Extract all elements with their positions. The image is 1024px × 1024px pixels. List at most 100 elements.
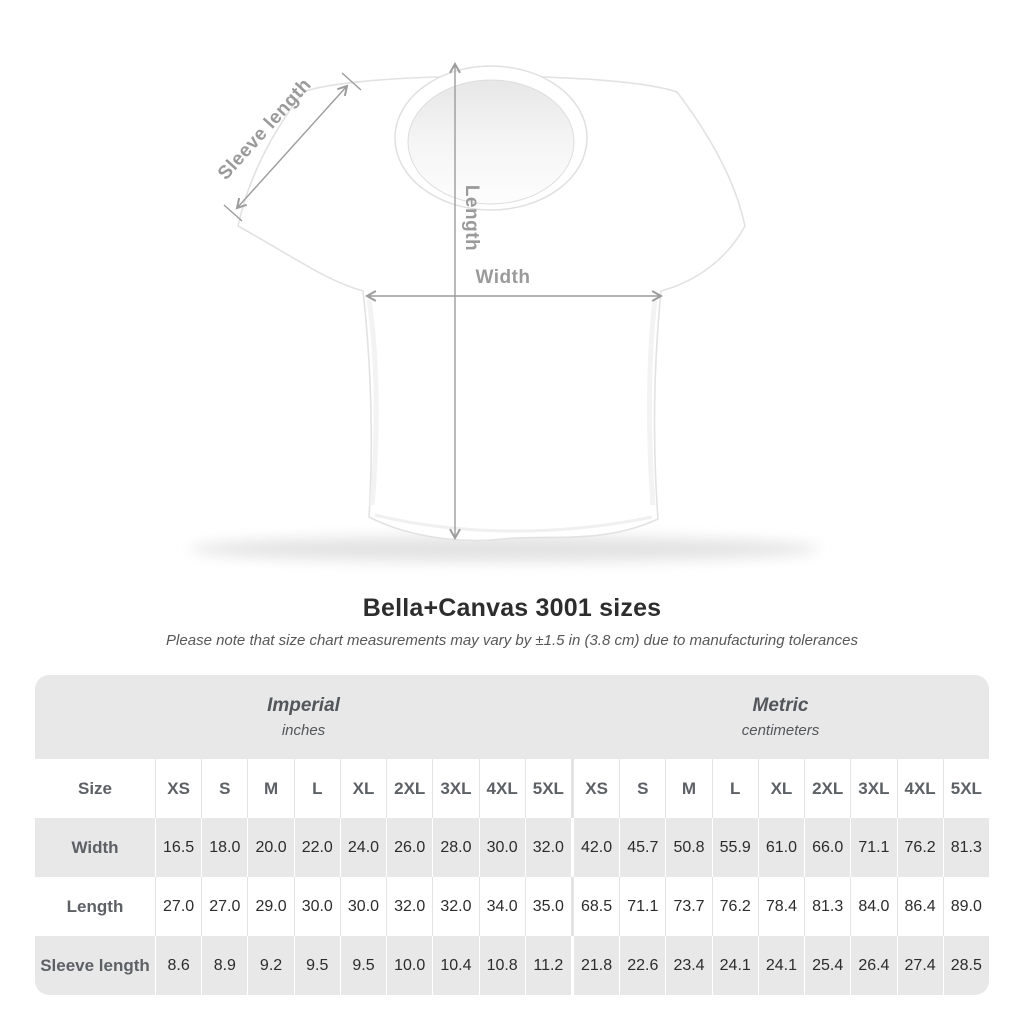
size-col-metric-m: M [665,759,711,818]
imperial-sublabel: inches [281,722,326,739]
value-sleeve-length-imperial-2xl: 10.0 [386,936,432,995]
size-col-imperial-l: L [293,759,340,818]
value-width-imperial-4xl: 30.0 [478,818,525,877]
size-col-metric-5xl: 5XL [942,759,989,818]
value-width-metric-s: 45.7 [619,818,665,877]
size-col-metric-xl: XL [757,759,804,818]
size-col-metric-s: S [619,759,665,818]
size-col-imperial-xl: XL [339,759,386,818]
value-length-metric-2xl: 81.3 [804,877,850,936]
sleeve-length-tick-top [341,72,362,91]
value-sleeve-length-metric-4xl: 27.4 [896,936,943,995]
imperial-label: Imperial [267,695,340,716]
size-col-imperial-4xl: 4XL [478,759,525,818]
value-sleeve-length-imperial-s: 8.9 [201,936,247,995]
page-subtitle: Please note that size chart measurements… [166,632,858,649]
metric-label: Metric [752,695,809,716]
value-sleeve-length-metric-l: 24.1 [711,936,758,995]
measurement-row-length: Length 27.0 27.0 29.0 30.0 30.0 32.0 32.0 34.0 35… [35,877,989,936]
value-sleeve-length-imperial-l: 9.5 [293,936,340,995]
value-width-imperial-xl: 24.0 [339,818,386,877]
value-sleeve-length-metric-xl: 24.1 [757,936,804,995]
value-sleeve-length-metric-m: 23.4 [665,936,711,995]
value-length-imperial-xs: 27.0 [155,877,201,936]
tshirt-measurement-diagram: Length Width Sleeve length [190,61,820,562]
size-col-imperial-s: S [201,759,247,818]
value-length-imperial-l: 30.0 [293,877,340,936]
size-col-imperial-xs: XS [155,759,201,818]
value-width-imperial-l: 22.0 [293,818,340,877]
size-header-cell: Size [77,778,113,798]
value-width-imperial-m: 20.0 [247,818,293,877]
value-length-imperial-m: 29.0 [247,877,293,936]
value-length-metric-5xl: 89.0 [942,877,989,936]
value-length-metric-m: 73.7 [665,877,711,936]
measurement-row-width: Width 16.5 18.0 20.0 22.0 24.0 26.0 28.0 30.0 32.… [35,818,989,877]
length-dimension-label: Length [461,185,482,251]
value-width-imperial-5xl: 32.0 [524,818,571,877]
value-length-imperial-s: 27.0 [201,877,247,936]
unit-header-band: Imperial inches Metric centimeters [35,675,989,759]
metric-unit-header: Metric centimeters [572,675,989,759]
size-col-metric-4xl: 4XL [896,759,943,818]
size-header-row: Size XS S M L XL 2XL 3XL 4XL 5XL XS S M L XL 2XL 3XL 4XL 5… [35,759,989,818]
value-length-imperial-4xl: 34.0 [478,877,525,936]
shirt-neck-opening [407,79,575,205]
value-length-imperial-5xl: 35.0 [524,877,571,936]
value-length-metric-l: 76.2 [711,877,758,936]
value-sleeve-length-metric-3xl: 26.4 [850,936,896,995]
value-width-metric-5xl: 81.3 [942,818,989,877]
value-sleeve-length-imperial-3xl: 10.4 [432,936,478,995]
value-length-metric-s: 71.1 [619,877,665,936]
size-table-rows: Size XS S M L XL 2XL 3XL 4XL 5XL XS S M L XL 2XL 3XL 4XL 5… [35,759,989,995]
value-length-imperial-xl: 30.0 [339,877,386,936]
tshirt-illustration: Length Width Sleeve length [190,61,820,562]
sleeve-length-arrow [235,84,349,210]
measurement-row-sleeve-length: Sleeve length 8.6 8.9 9.2 9.5 9.5 10.0 10.4 10.8… [35,936,989,995]
width-dimension-label: Width [475,267,530,288]
value-width-metric-xl: 61.0 [757,818,804,877]
row-label-width: Width [71,837,119,857]
imperial-unit-header: Imperial inches [35,675,572,759]
value-sleeve-length-imperial-5xl: 11.2 [524,936,571,995]
value-sleeve-length-metric-s: 22.6 [619,936,665,995]
size-col-imperial-2xl: 2XL [386,759,432,818]
value-sleeve-length-imperial-m: 9.2 [247,936,293,995]
value-sleeve-length-metric-2xl: 25.4 [804,936,850,995]
size-table: Imperial inches Metric centimeters Size X… [35,675,989,995]
value-width-metric-l: 55.9 [711,818,758,877]
value-width-imperial-xs: 16.5 [155,818,201,877]
value-length-metric-4xl: 86.4 [896,877,943,936]
value-sleeve-length-metric-5xl: 28.5 [942,936,989,995]
value-width-metric-m: 50.8 [665,818,711,877]
value-width-imperial-2xl: 26.0 [386,818,432,877]
value-length-metric-xl: 78.4 [757,877,804,936]
value-width-metric-2xl: 66.0 [804,818,850,877]
size-col-metric-xs: XS [570,759,619,818]
value-sleeve-length-imperial-xl: 9.5 [339,936,386,995]
row-label-sleeve-length: Sleeve length [40,955,150,975]
value-sleeve-length-imperial-4xl: 10.8 [478,936,525,995]
value-sleeve-length-metric-xs: 21.8 [570,936,619,995]
value-width-metric-xs: 42.0 [570,818,619,877]
row-label-length: Length [66,896,124,916]
sleeve-length-tick-bottom [223,204,243,222]
size-col-imperial-3xl: 3XL [432,759,478,818]
value-length-metric-xs: 68.5 [570,877,619,936]
page-title: Bella+Canvas 3001 sizes [362,594,662,622]
shirt-ground-shadow [190,536,820,562]
size-col-metric-l: L [711,759,758,818]
value-length-imperial-3xl: 32.0 [432,877,478,936]
size-col-imperial-m: M [247,759,293,818]
value-width-imperial-3xl: 28.0 [432,818,478,877]
value-length-metric-3xl: 84.0 [850,877,896,936]
value-width-metric-3xl: 71.1 [850,818,896,877]
title-block: Bella+Canvas 3001 sizes Please note that… [0,594,1024,649]
size-col-imperial-5xl: 5XL [524,759,571,818]
size-col-metric-2xl: 2XL [804,759,850,818]
value-width-metric-4xl: 76.2 [896,818,943,877]
metric-sublabel: centimeters [741,722,820,739]
value-length-imperial-2xl: 32.0 [386,877,432,936]
shirt-body [237,75,746,542]
value-sleeve-length-imperial-xs: 8.6 [155,936,201,995]
